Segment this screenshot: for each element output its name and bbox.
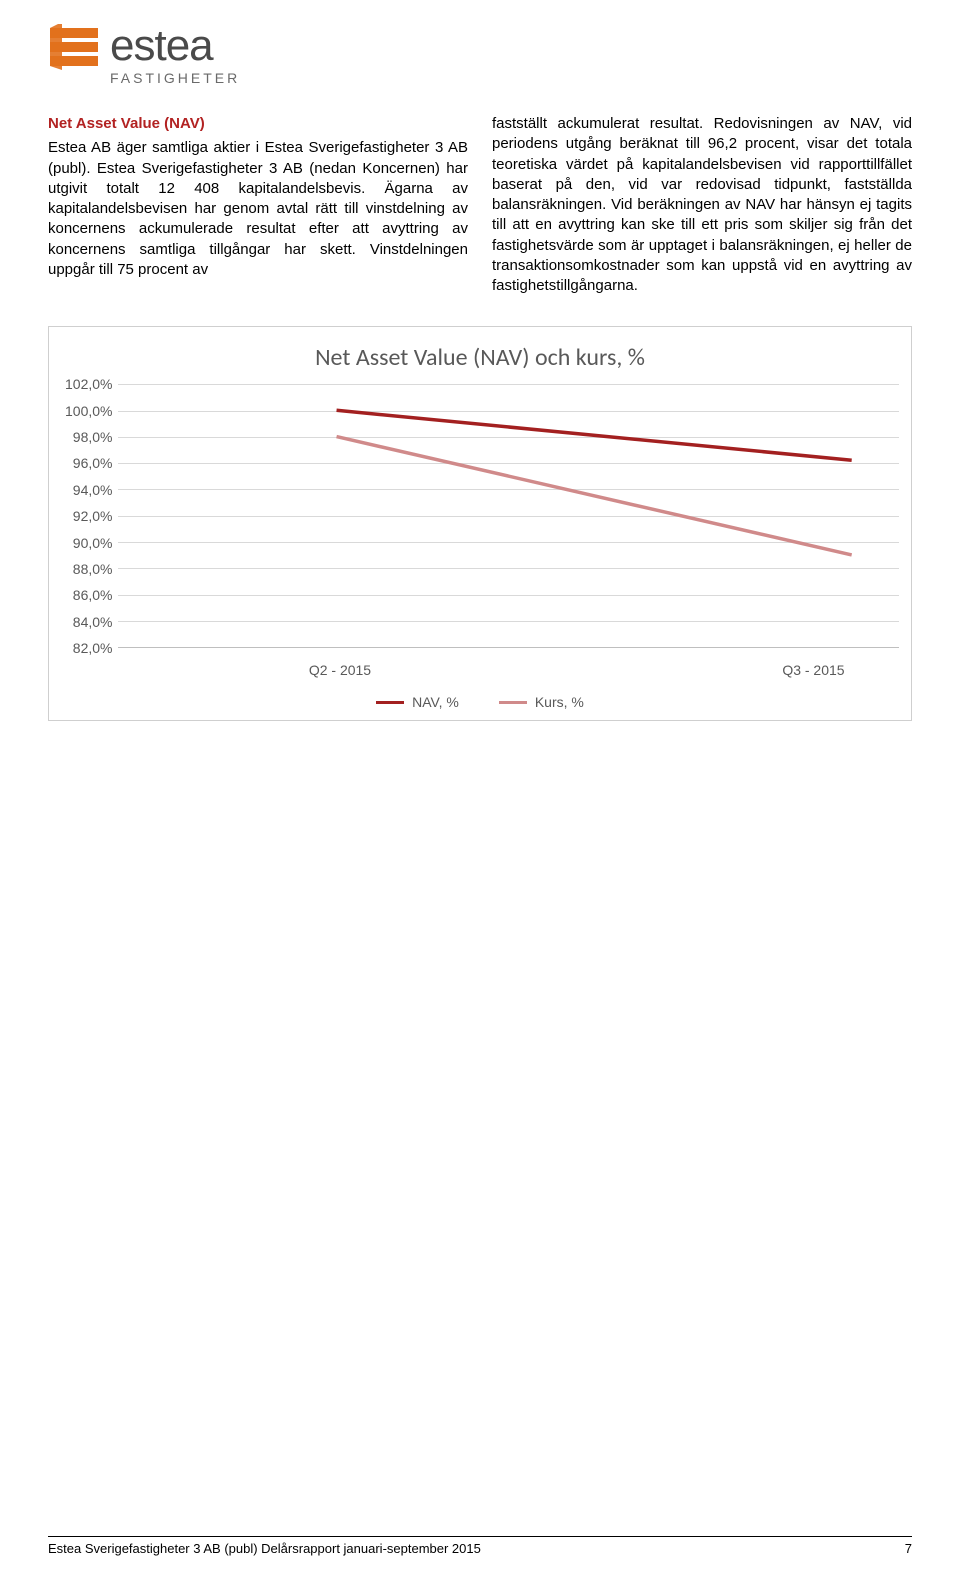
y-tick: 82,0% [73,640,113,656]
y-tick: 86,0% [73,587,113,603]
body-columns: Net Asset Value (NAV) Estea AB äger samt… [48,114,912,296]
legend-swatch-icon [499,701,527,704]
chart-x-axis: Q2 - 2015 Q3 - 2015 [121,662,899,680]
logo-mark-icon [48,24,100,76]
logo-word: estea [110,24,240,68]
x-label-1: Q3 - 2015 [782,662,844,678]
chart-plot-area [118,384,899,648]
chart-legend: NAV, % Kurs, % [61,694,899,710]
legend-label: Kurs, % [535,694,584,710]
legend-label: NAV, % [412,694,459,710]
y-tick: 100,0% [65,403,112,419]
chart-title: Net Asset Value (NAV) och kurs, % [61,343,899,372]
section-title: Net Asset Value (NAV) [48,114,468,134]
y-tick: 88,0% [73,561,113,577]
logo-text: estea FASTIGHETER [110,24,240,86]
y-tick: 98,0% [73,429,113,445]
x-label-0: Q2 - 2015 [309,662,371,678]
chart-y-axis: 102,0% 100,0% 98,0% 96,0% 94,0% 92,0% 90,0% 88,… [65,376,118,656]
logo: estea FASTIGHETER [48,24,912,86]
footer-text: Estea Sverigefastigheter 3 AB (publ) Del… [48,1541,481,1556]
legend-item: Kurs, % [499,694,584,710]
y-tick: 90,0% [73,535,113,551]
logo-subtitle: FASTIGHETER [110,70,240,86]
y-tick: 84,0% [73,614,113,630]
column-left: Net Asset Value (NAV) Estea AB äger samt… [48,114,468,296]
y-tick: 96,0% [73,455,113,471]
y-tick: 92,0% [73,508,113,524]
nav-chart: Net Asset Value (NAV) och kurs, % 102,0%… [48,326,912,721]
paragraph-right: fastställt ackumulerat resultat. Redovis… [492,115,912,294]
page-number: 7 [905,1541,912,1556]
y-tick: 94,0% [73,482,113,498]
page-footer: Estea Sverigefastigheter 3 AB (publ) Del… [48,1536,912,1556]
legend-swatch-icon [376,701,404,704]
legend-item: NAV, % [376,694,459,710]
y-tick: 102,0% [65,376,112,392]
column-right: fastställt ackumulerat resultat. Redovis… [492,114,912,296]
paragraph-left: Estea AB äger samtliga aktier i Estea Sv… [48,139,468,278]
chart-plot: 102,0%100,0%98,0%96,0%94,0%92,0%90,0%88,… [65,384,899,656]
